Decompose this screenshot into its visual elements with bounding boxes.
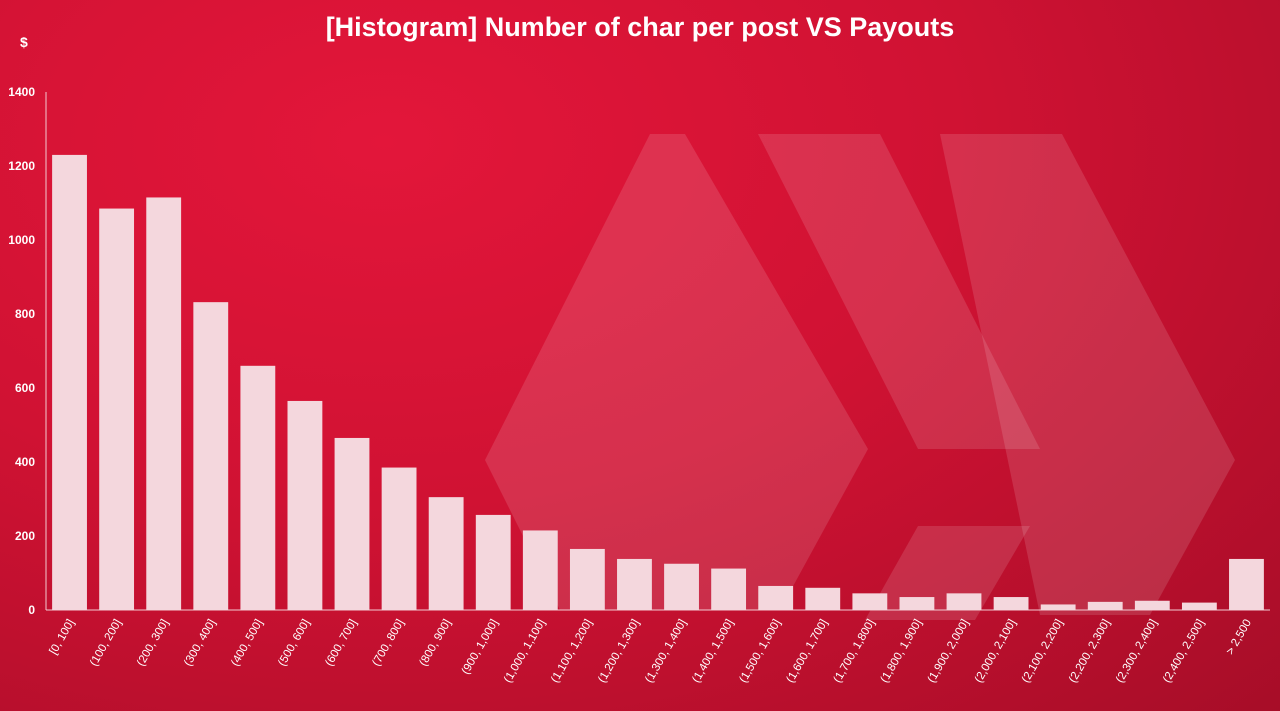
x-category-label: > 2,500 [1224, 618, 1254, 658]
bar [1134, 600, 1170, 610]
y-tick-label: 800 [15, 307, 35, 321]
x-category-label: (1,000, 1,100] [502, 618, 548, 685]
x-category-label: (800, 900] [417, 618, 453, 669]
bar [522, 530, 558, 610]
y-tick-label: 1400 [8, 85, 35, 99]
y-tick-label: 1200 [8, 159, 35, 173]
bar [852, 593, 888, 610]
bar [1040, 604, 1076, 610]
x-category-label: (1,500, 1,600] [737, 618, 783, 685]
bar [1087, 601, 1123, 610]
x-category-label: (2,100, 2,200] [1020, 618, 1066, 685]
bar [381, 467, 417, 610]
y-tick-label: 600 [15, 381, 35, 395]
x-category-label: (1,800, 1,900] [879, 618, 925, 685]
x-category-label: (2,400, 2,500] [1161, 618, 1207, 685]
bar [805, 587, 841, 610]
x-category-label: (700, 800] [370, 618, 406, 669]
bar [475, 514, 511, 610]
x-category-label: (900, 1,000] [460, 618, 501, 677]
bar [664, 563, 699, 610]
bar [617, 558, 652, 610]
chart-title: [Histogram] Number of char per post VS P… [325, 12, 955, 42]
y-tick-label: 400 [15, 455, 35, 469]
bar [899, 597, 935, 610]
bar [287, 400, 323, 610]
x-category-label: (500, 600] [276, 618, 312, 669]
y-axis-unit-label: $ [20, 34, 28, 50]
y-tick-label: 1000 [8, 233, 35, 247]
x-category-label: (2,300, 2,400] [1114, 618, 1160, 685]
bar [146, 197, 182, 610]
x-category-label: (1,700, 1,800] [832, 618, 878, 685]
bar [193, 302, 229, 610]
y-tick-label: 200 [15, 529, 35, 543]
x-category-label: (1,300, 1,400] [643, 618, 689, 685]
x-category-label: (300, 400] [182, 618, 218, 669]
x-category-label: (1,200, 1,300] [596, 618, 642, 685]
bar [946, 593, 982, 610]
bar [1229, 558, 1264, 610]
x-category-label: (600, 700] [323, 618, 359, 669]
x-category-label: (200, 300] [135, 618, 171, 669]
bar [240, 365, 276, 610]
bar [334, 437, 370, 610]
x-category-label: [0, 100] [48, 618, 78, 657]
bar [758, 585, 794, 610]
bar [1181, 602, 1217, 610]
y-tick-label: 0 [28, 603, 35, 617]
x-category-label: (100, 200] [88, 618, 124, 669]
bar [993, 597, 1029, 610]
bar [569, 548, 605, 610]
x-category-label: (1,400, 1,500] [690, 618, 736, 685]
x-category-label: (1,900, 2,000] [926, 618, 972, 685]
x-category-label: (400, 500] [229, 618, 265, 669]
bar [52, 154, 87, 610]
x-category-label: (1,100, 1,200] [549, 618, 595, 685]
bar [711, 568, 747, 610]
x-category-label: (2,000, 2,100] [973, 618, 1019, 685]
bar [99, 208, 135, 611]
x-category-label: (2,200, 2,300] [1067, 618, 1113, 685]
bar [428, 497, 464, 610]
x-category-label: (1,600, 1,700] [784, 618, 830, 685]
